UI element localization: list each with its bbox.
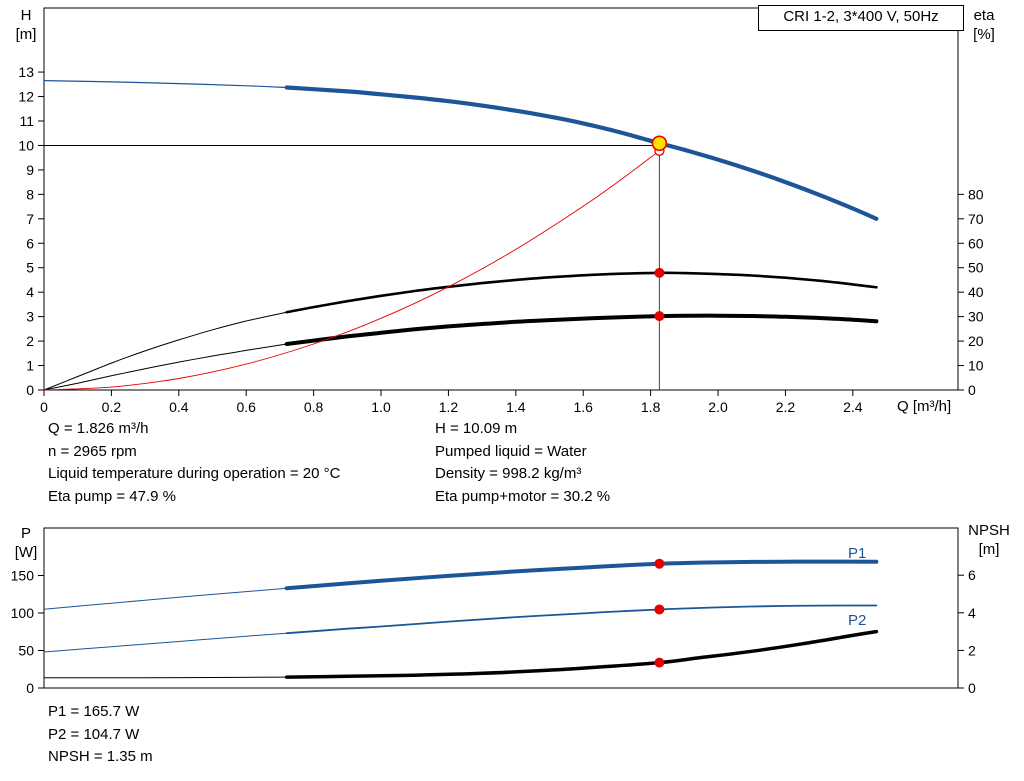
h-axis-unit: [m] [15, 26, 37, 43]
q-axis-label: Q [m³/h] [897, 398, 952, 415]
eta-axis-header: eta [%] [962, 6, 1006, 44]
y-right-tick-label: 40 [968, 284, 984, 300]
y-left-tick-label: 3 [26, 309, 34, 325]
x-tick-label: 2.0 [708, 399, 728, 415]
npsh-curve-thin [44, 676, 287, 679]
p-axis-unit: [W] [14, 544, 38, 561]
duty-dot-marker [654, 311, 665, 322]
annotation-eta-pump: Eta pump = 47.9 % [48, 487, 176, 505]
y-left-tick-label: 4 [26, 284, 34, 300]
annotation-p2: P2 = 104.7 W [48, 725, 140, 743]
npsh-axis-header: NPSH [m] [958, 521, 1020, 559]
annotation-eta-pump-motor: Eta pump+motor = 30.2 % [435, 487, 611, 505]
duty-annotations-right: H = 10.09 m Pumped liquid = Water Densit… [435, 418, 610, 508]
p1-curve [284, 559, 879, 591]
x-tick-label: 1.8 [641, 399, 661, 415]
head-curve-thin [43, 80, 287, 89]
annotation-head: H = 10.09 m [435, 420, 518, 437]
p2-curve-label: P2 [848, 612, 867, 629]
y-right-tick-label: 50 [968, 260, 984, 276]
y-right-tick-label: 0 [968, 382, 976, 398]
head-curve [284, 85, 879, 221]
y-right-tick-label: 6 [968, 567, 976, 583]
x-tick-label: 0.6 [236, 399, 256, 415]
h-axis-header: H [m] [8, 6, 44, 44]
y-right-tick-label: 4 [968, 605, 976, 621]
x-tick-label: 0.8 [304, 399, 324, 415]
npsh-axis-unit: [m] [978, 541, 1000, 558]
annotation-speed: n = 2965 rpm [48, 442, 137, 460]
y-right-tick-label: 70 [968, 211, 984, 227]
y-right-tick-label: 80 [968, 186, 984, 202]
duty-point-marker [651, 135, 668, 152]
duty-dot-marker [654, 267, 665, 278]
x-tick-label: 0 [40, 399, 48, 415]
x-tick-label: 2.2 [776, 399, 796, 415]
annotation-liquid-temperature: Liquid temperature during operation = 20… [48, 465, 341, 482]
y-left-tick-label: 5 [26, 260, 34, 276]
npsh-axis-label: NPSH [968, 522, 1010, 539]
p1-curve-label: P1 [848, 545, 867, 562]
eta-pump-motor-curve-thin [43, 343, 287, 391]
eta-pump-curve [285, 271, 878, 314]
x-tick-label: 1.4 [506, 399, 526, 415]
annotation-npsh: NPSH = 1.35 m [48, 748, 153, 765]
x-tick-label: 2.4 [843, 399, 863, 415]
y-left-tick-label: 12 [18, 89, 34, 105]
x-tick-label: 1.0 [371, 399, 391, 415]
y-right-tick-label: 0 [968, 680, 976, 696]
plot-frame [43, 7, 959, 391]
eta-pump-curve-thin [43, 311, 287, 391]
npsh-curve [284, 629, 879, 679]
annotation-pumped-liquid: Pumped liquid = Water [435, 442, 587, 460]
y-left-tick-label: 8 [26, 186, 34, 202]
p-axis-header: P [W] [8, 524, 44, 562]
y-right-tick-label: 60 [968, 235, 984, 251]
x-tick-label: 0.2 [102, 399, 122, 415]
annotation-density: Density = 998.2 kg/m³ [435, 465, 582, 482]
x-tick-label: 1.6 [573, 399, 593, 415]
y-right-tick-label: 10 [968, 358, 984, 374]
eta-axis-unit: [%] [973, 26, 995, 43]
y-left-tick-label: 1 [26, 358, 34, 374]
annotation-p1: P1 = 165.7 W [48, 703, 140, 720]
y-left-tick-label: 50 [18, 642, 34, 658]
p-axis-label: P [20, 525, 31, 542]
duty-dot-marker [654, 657, 665, 668]
power-annotations: P1 = 165.7 W P2 = 104.7 W NPSH = 1.35 m [48, 701, 153, 769]
annotation-flow: Q = 1.826 m³/h [48, 420, 149, 437]
x-tick-label: 1.2 [439, 399, 459, 415]
y-left-tick-label: 100 [11, 605, 35, 621]
y-left-tick-label: 11 [19, 113, 34, 129]
p1-curve-thin [43, 587, 287, 610]
y-left-tick-label: 9 [26, 162, 34, 178]
system-curve-thin [43, 150, 660, 391]
h-axis-label: H [20, 7, 32, 24]
y-left-tick-label: 6 [26, 235, 34, 251]
p2-curve [285, 604, 878, 635]
y-right-tick-label: 20 [968, 333, 984, 349]
y-right-tick-label: 2 [968, 642, 976, 658]
chart-title-box: CRI 1-2, 3*400 V, 50Hz [758, 5, 964, 31]
p2-curve-thin [43, 632, 287, 653]
y-left-tick-label: 0 [26, 680, 34, 696]
y-left-tick-label: 150 [11, 567, 35, 583]
eta-axis-label: eta [973, 7, 995, 24]
duty-dot-marker [654, 604, 665, 615]
chart-title: CRI 1-2, 3*400 V, 50Hz [783, 8, 939, 25]
y-left-tick-label: 7 [26, 211, 34, 227]
y-left-tick-label: 2 [26, 333, 34, 349]
y-right-tick-label: 30 [968, 309, 984, 325]
duty-annotations-left: Q = 1.826 m³/h n = 2965 rpm Liquid tempe… [48, 418, 340, 508]
x-tick-label: 0.4 [169, 399, 189, 415]
eta-pump-motor-curve [284, 313, 879, 346]
y-left-tick-label: 13 [18, 64, 34, 80]
duty-dot-marker [654, 558, 665, 569]
y-left-tick-label: 0 [26, 382, 34, 398]
y-left-tick-label: 10 [18, 137, 34, 153]
plot-frame [43, 527, 959, 689]
